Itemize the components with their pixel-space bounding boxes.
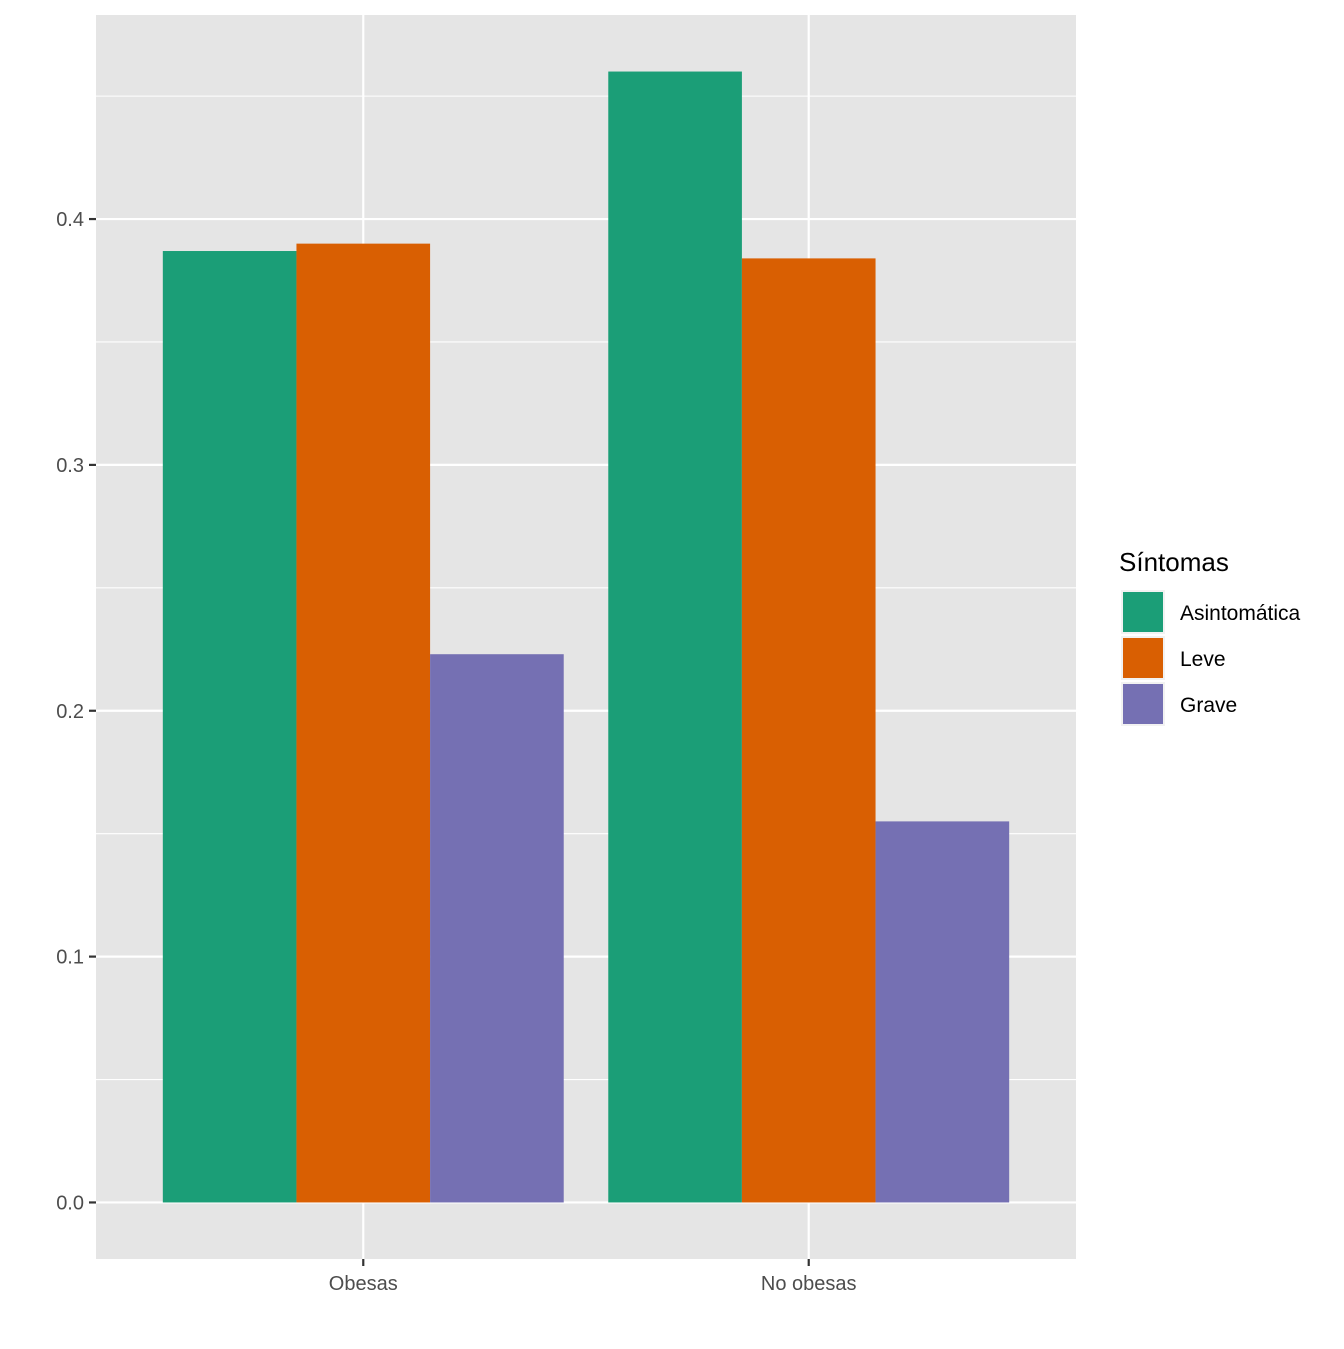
bar <box>741 258 876 1203</box>
bar <box>608 71 742 1203</box>
bars <box>162 71 1010 1203</box>
bar <box>875 821 1010 1203</box>
y-tick-label: 0.3 <box>56 455 84 477</box>
x-axis: Obesas No obesas <box>329 1259 857 1295</box>
legend-label: Asintomática <box>1180 602 1301 625</box>
x-tick-label: No obesas <box>761 1273 857 1295</box>
legend-key <box>1123 638 1163 678</box>
legend-items: Asintomática Leve Grave <box>1121 590 1301 726</box>
x-tick-label: Obesas <box>329 1273 398 1295</box>
bar <box>296 243 431 1203</box>
y-tick-label: 0.4 <box>56 209 84 231</box>
legend-key <box>1123 684 1163 724</box>
y-axis: 0.0 0.1 0.2 0.3 0.4 <box>56 209 96 1214</box>
y-tick-label: 0.2 <box>56 701 84 723</box>
bar <box>162 251 297 1203</box>
legend-key <box>1123 592 1163 632</box>
legend: Síntomas Asintomática Leve Grave <box>1119 547 1301 726</box>
legend-title: Síntomas <box>1119 547 1229 577</box>
bar <box>430 654 564 1203</box>
legend-label: Grave <box>1180 694 1237 717</box>
legend-label: Leve <box>1180 648 1226 671</box>
y-tick-label: 0.1 <box>56 947 84 969</box>
y-tick-label: 0.0 <box>56 1192 84 1214</box>
